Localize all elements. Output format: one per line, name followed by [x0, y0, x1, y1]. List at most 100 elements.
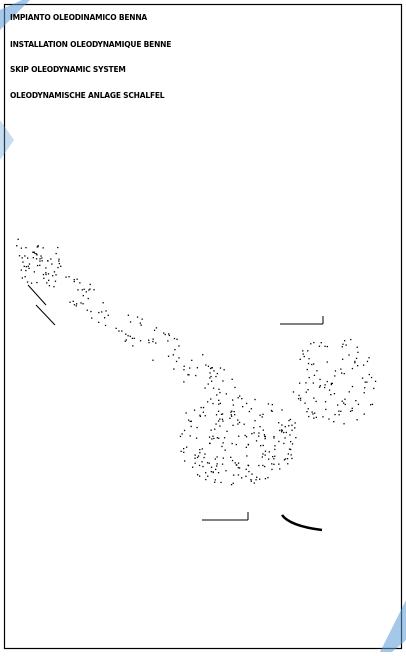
drawing-dot [271, 463, 273, 465]
drawing-dot [39, 260, 41, 262]
drawing-dot [28, 263, 31, 265]
drawing-dot [17, 238, 19, 240]
drawing-dot [355, 357, 358, 359]
drawing-dot [237, 467, 239, 469]
drawing-dot [234, 462, 236, 464]
drawing-dot [239, 395, 241, 397]
drawing-dot [93, 289, 95, 291]
drawing-dot [271, 468, 273, 471]
drawing-dot [253, 432, 255, 434]
drawing-dot [20, 247, 22, 249]
drawing-dot [205, 364, 207, 366]
drawing-dot [341, 372, 343, 374]
drawing-dot [324, 386, 326, 389]
drawing-dot [57, 246, 59, 249]
drawing-dot [348, 354, 350, 356]
drawing-dot [194, 457, 196, 459]
drawing-dot [297, 398, 300, 400]
drawing-dot [41, 260, 43, 262]
drawing-line [27, 284, 47, 306]
drawing-dot [223, 437, 226, 439]
drawing-dot [164, 333, 166, 336]
drawing-dot [242, 406, 244, 408]
drawing-dot [20, 269, 22, 271]
drawing-dot [226, 430, 228, 432]
drawing-dot [320, 342, 322, 344]
drawing-dot [88, 289, 90, 291]
drawing-dot [324, 384, 326, 386]
drawing-dot [24, 255, 26, 257]
drawing-dot [357, 365, 359, 367]
drawing-dot [237, 474, 240, 476]
drawing-dot [48, 285, 51, 287]
drawing-dot [65, 276, 67, 278]
drawing-dot [155, 327, 158, 329]
drawing-dot [89, 283, 91, 286]
drawing-dot [307, 362, 310, 365]
drawing-dot [185, 412, 187, 414]
title-line: SKIP OLEODYNAMIC SYSTEM [10, 65, 126, 74]
drawing-dot [32, 251, 34, 253]
drawing-dot [313, 363, 315, 365]
drawing-dot [299, 397, 302, 399]
drawing-dot [136, 316, 139, 318]
drawing-dot [342, 343, 344, 345]
drawing-dot [89, 288, 91, 290]
drawing-dot [35, 253, 38, 255]
drawing-dot [233, 474, 235, 476]
drawing-dot [104, 317, 106, 319]
drawing-dot [250, 408, 252, 410]
drawing-dot [36, 246, 38, 248]
drawing-dot [366, 360, 369, 363]
drawing-dot [366, 381, 368, 383]
drawing-dot [255, 479, 257, 481]
drawing-dot [214, 458, 216, 460]
drawing-dot [343, 402, 345, 404]
drawing-dot [57, 266, 59, 269]
drawing-dot [308, 376, 310, 379]
drawing-dot [34, 252, 36, 255]
drawing-dot [264, 436, 266, 438]
drawing-dot [238, 421, 241, 424]
drawing-dot [312, 413, 314, 415]
drawing-dot [214, 481, 216, 483]
drawing-dot [125, 339, 127, 341]
drawing-dot [219, 367, 222, 369]
drawing-dot [351, 409, 353, 412]
drawing-dot [216, 372, 218, 375]
drawing-dot [315, 416, 317, 418]
drawing-dot [274, 448, 276, 451]
drawing-dot [91, 317, 93, 319]
drawing-dot [192, 466, 194, 468]
drawing-dot [219, 418, 221, 420]
drawing-dot [374, 380, 377, 382]
drawing-dot [268, 458, 270, 460]
drawing-dot [241, 477, 243, 479]
drawing-dot [278, 422, 280, 424]
drawing-dot [212, 471, 214, 474]
drawing-dot [236, 464, 238, 466]
drawing-dot [217, 410, 220, 412]
drawing-dot [45, 273, 47, 276]
drawing-dot [210, 429, 212, 431]
drawing-dot [53, 286, 55, 288]
drawing-dot [310, 343, 312, 345]
drawing-dot [211, 380, 213, 382]
drawing-dot [284, 458, 287, 460]
drawing-line [35, 304, 56, 326]
drawing-dot [58, 262, 60, 265]
drawing-dot [258, 435, 260, 437]
drawing-dot [268, 451, 270, 453]
drawing-dot [183, 381, 185, 383]
drawing-dot [201, 461, 203, 463]
drawing-dot [303, 355, 305, 358]
drawing-dot [98, 311, 100, 314]
drawing-dot [351, 367, 354, 370]
drawing-dot [290, 441, 292, 443]
drawing-dot [33, 271, 35, 273]
drawing-dot [234, 414, 236, 416]
drawing-dot [245, 468, 247, 470]
drawing-dot [148, 341, 150, 344]
drawing-dot [39, 264, 41, 266]
